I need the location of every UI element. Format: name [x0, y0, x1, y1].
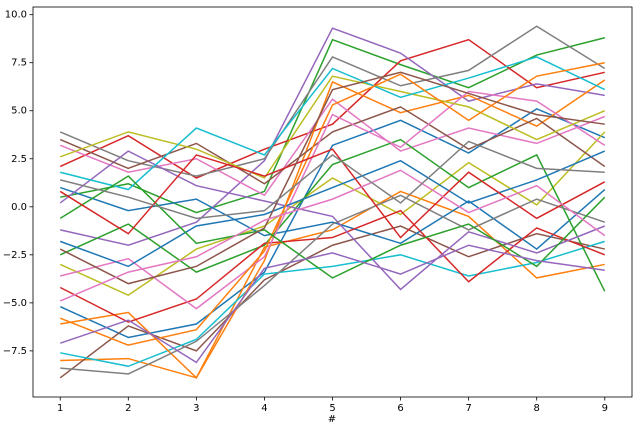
series-line — [60, 140, 605, 220]
x-tick-label: 1 — [57, 403, 63, 414]
series-line — [60, 190, 605, 379]
series-line — [59, 150, 606, 268]
series-line — [59, 61, 605, 346]
series-line — [59, 131, 606, 297]
x-tick-label: 2 — [125, 403, 131, 414]
series-line — [60, 240, 605, 368]
series-line — [60, 37, 605, 214]
series-line — [60, 194, 606, 375]
series-line — [59, 150, 606, 291]
x-tick-label: 5 — [329, 403, 335, 414]
y-tick-label: 10.0 — [5, 10, 27, 21]
x-tick-label: 8 — [534, 403, 540, 414]
series-line — [60, 90, 606, 310]
series-line — [59, 71, 605, 285]
series-line — [59, 107, 606, 339]
plot-frame — [32, 6, 633, 398]
y-tick-label: 7.5 — [11, 58, 27, 69]
y-tick-label: −5.0 — [3, 298, 27, 309]
series-line — [59, 148, 606, 239]
x-tick-label: 3 — [193, 403, 199, 414]
x-tick-label: 6 — [397, 403, 403, 414]
series-line — [59, 138, 606, 292]
x-tick-label: 9 — [602, 403, 608, 414]
y-tick-label: −2.5 — [3, 250, 27, 261]
y-tick-label: 2.5 — [11, 154, 27, 165]
series-line — [59, 75, 606, 179]
series-line — [60, 56, 606, 191]
series-line — [59, 175, 606, 279]
series-line — [60, 27, 605, 247]
x-tick-label: 7 — [465, 403, 471, 414]
y-tick-label: −7.5 — [3, 346, 27, 357]
x-axis-label: # — [328, 414, 336, 425]
y-tick-label: 5.0 — [11, 106, 27, 117]
x-tick-label: 4 — [261, 403, 267, 414]
series-line — [59, 38, 605, 179]
series-line — [59, 169, 606, 302]
series-line — [59, 244, 605, 364]
series-line — [59, 25, 606, 177]
y-tick-label: 0.0 — [11, 202, 27, 213]
series-line — [59, 98, 606, 197]
